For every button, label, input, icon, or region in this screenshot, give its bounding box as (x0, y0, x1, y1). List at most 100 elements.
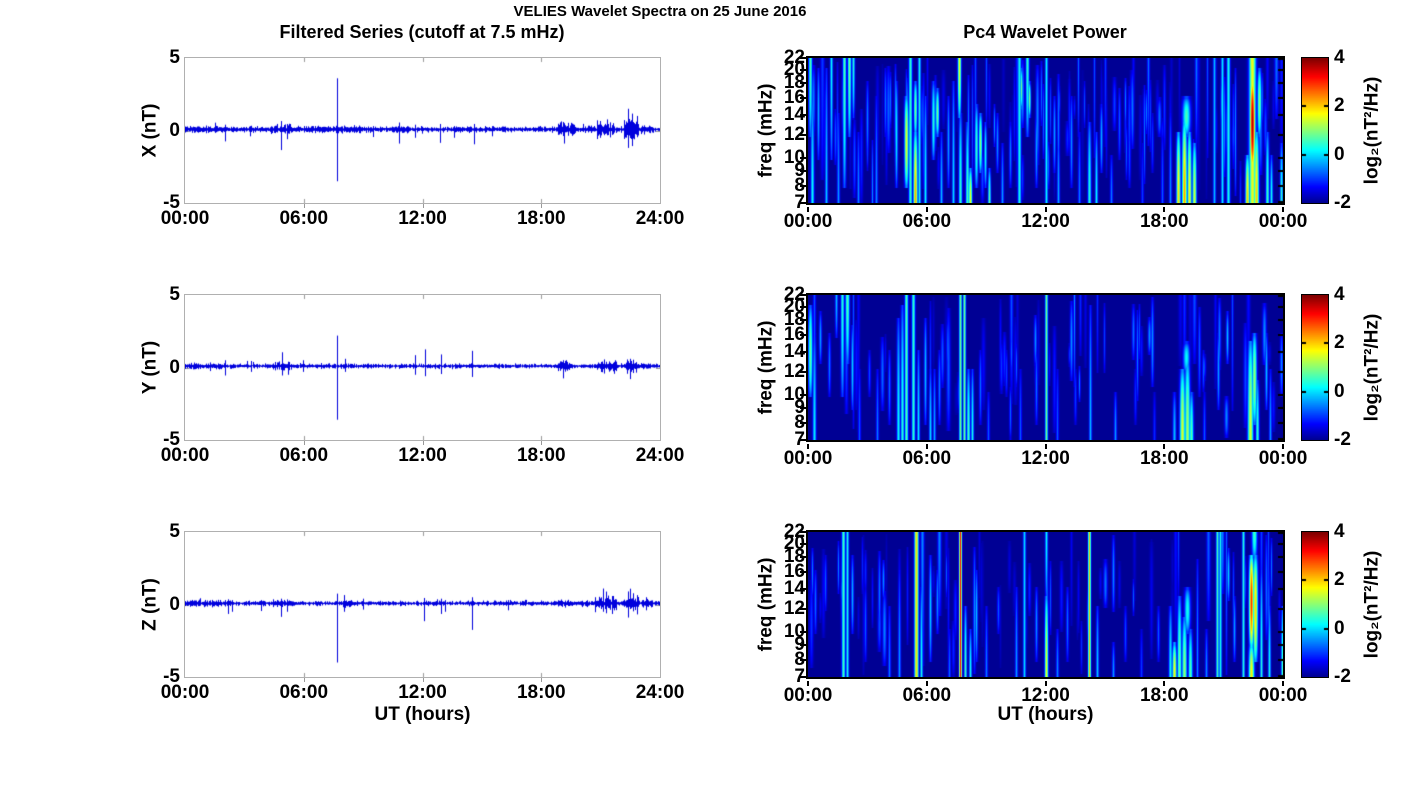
x-tick-label: 12:00 (398, 445, 447, 466)
axis-tick (1163, 207, 1166, 212)
freq-tick-label: 8 (755, 412, 805, 434)
x-tick-label: 00:00 (1258, 211, 1308, 232)
x-tick-label: 00:00 (1258, 685, 1308, 706)
z-spectrogram-canvas (808, 532, 1283, 677)
axis-tick (422, 204, 424, 208)
freq-tick-label: 20 (783, 59, 805, 81)
x-colorbar-label: log₂(nT²/Hz) (1361, 76, 1383, 185)
y-tick-label: 0 (169, 593, 180, 615)
z-wavelet-spectrogram (806, 530, 1285, 679)
axis-tick (303, 441, 305, 445)
y-wavelet-spectrogram (806, 293, 1285, 442)
freq-tick-label: 8 (755, 175, 805, 197)
z-colorbar-canvas (1302, 532, 1328, 677)
x-filtered-series-plot (184, 57, 661, 204)
axis-tick (800, 319, 806, 322)
axis-tick (800, 334, 806, 337)
axis-tick (800, 422, 806, 425)
axis-tick (541, 678, 543, 682)
y-colorbar-canvas (1302, 295, 1328, 440)
x-tick-label: 12:00 (1021, 448, 1070, 469)
row-x: X (nT) freq (mHz) log₂(nT²/Hz) 5 0 -5 00:00… (0, 47, 1418, 232)
colorbar-tick-label: 0 (1334, 617, 1345, 639)
x-tick-label: 00:00 (160, 682, 210, 703)
x-tick-label: 24:00 (635, 445, 685, 466)
axis-tick (1282, 681, 1284, 686)
axis-tick (800, 607, 806, 610)
axis-tick (800, 114, 806, 117)
freq-tick-label: 10 (783, 620, 805, 642)
x-tick-label: 06:00 (902, 448, 952, 469)
axis-tick (303, 204, 305, 208)
x-wavelet-spectrogram (806, 56, 1285, 205)
axis-tick (1044, 207, 1047, 212)
freq-tick-label: 12 (783, 123, 805, 145)
axis-tick (807, 444, 809, 449)
x-tick-label: 12:00 (398, 682, 447, 703)
y-spectrogram-canvas (808, 295, 1283, 440)
axis-tick (800, 659, 806, 662)
y-tick-label: 5 (169, 521, 180, 542)
axis-tick (422, 441, 424, 445)
x-tick-label: 12:00 (398, 208, 447, 229)
x-tick-label: 00:00 (1258, 448, 1308, 469)
x-tick-label: 12:00 (1021, 211, 1070, 232)
axis-tick (800, 556, 806, 559)
axis-tick (925, 681, 928, 686)
axis-tick (800, 69, 806, 72)
z-series-canvas (185, 532, 660, 677)
z-colorbar-label: log₂(nT²/Hz) (1361, 550, 1383, 659)
freq-tick-label: 20 (783, 533, 805, 555)
axis-tick (303, 678, 305, 682)
freq-tick-label: 12 (783, 360, 805, 382)
row-z: Z (nT) freq (mHz) log₂(nT²/Hz) 5 0 -5 00:00… (0, 521, 1418, 706)
freq-tick-label: 22 (783, 521, 805, 542)
x-tick-label: 18:00 (516, 208, 566, 229)
x-tick-label: 24:00 (635, 208, 685, 229)
axis-tick (1163, 444, 1166, 449)
z-colorbar (1301, 531, 1329, 678)
y-tick-label: -5 (163, 429, 180, 450)
freq-tick-label: 18 (783, 309, 805, 331)
y-colorbar (1301, 294, 1329, 441)
x-tick-label: 06:00 (279, 682, 329, 703)
axis-tick (925, 207, 928, 212)
right-x-axis-label: UT (hours) (997, 704, 1094, 725)
x-tick-label: 18:00 (1139, 448, 1189, 469)
colorbar-tick-label: -2 (1334, 429, 1351, 450)
y-tick-label: -5 (163, 666, 180, 687)
axis-tick (800, 351, 806, 354)
freq-tick-label: 7 (755, 192, 805, 214)
x-tick-label: 06:00 (902, 685, 952, 706)
x-tick-label: 18:00 (1139, 211, 1189, 232)
x-colorbar-canvas (1302, 58, 1328, 203)
freq-tick-label: 7 (755, 666, 805, 688)
freq-tick-label: 10 (783, 383, 805, 405)
x-tick-label: 12:00 (1021, 685, 1070, 706)
y-tick-label: 0 (169, 356, 180, 378)
x-tick-label: 00:00 (783, 448, 833, 469)
x-tick-label: 18:00 (516, 682, 566, 703)
x-tick-label: 06:00 (279, 445, 329, 466)
colorbar-tick-label: 2 (1334, 569, 1345, 591)
axis-tick (1282, 207, 1284, 212)
x-series-canvas (185, 58, 660, 203)
axis-tick (800, 439, 806, 441)
axis-tick (800, 185, 806, 188)
axis-tick (800, 57, 806, 59)
x-tick-label: 18:00 (1139, 685, 1189, 706)
axis-tick (800, 676, 806, 678)
axis-tick (807, 207, 809, 212)
axis-tick (800, 294, 806, 296)
freq-tick-label: 10 (783, 146, 805, 168)
colorbar-tick-label: -2 (1334, 666, 1351, 687)
freq-tick-label: 12 (783, 597, 805, 619)
colorbar-tick-label: 2 (1334, 95, 1345, 117)
axis-tick (800, 306, 806, 309)
axis-tick (1163, 681, 1166, 686)
freq-tick-label: 22 (783, 284, 805, 305)
axis-tick (541, 441, 543, 445)
y-tick-label: 5 (169, 284, 180, 305)
x-spectrogram-canvas (808, 58, 1283, 203)
